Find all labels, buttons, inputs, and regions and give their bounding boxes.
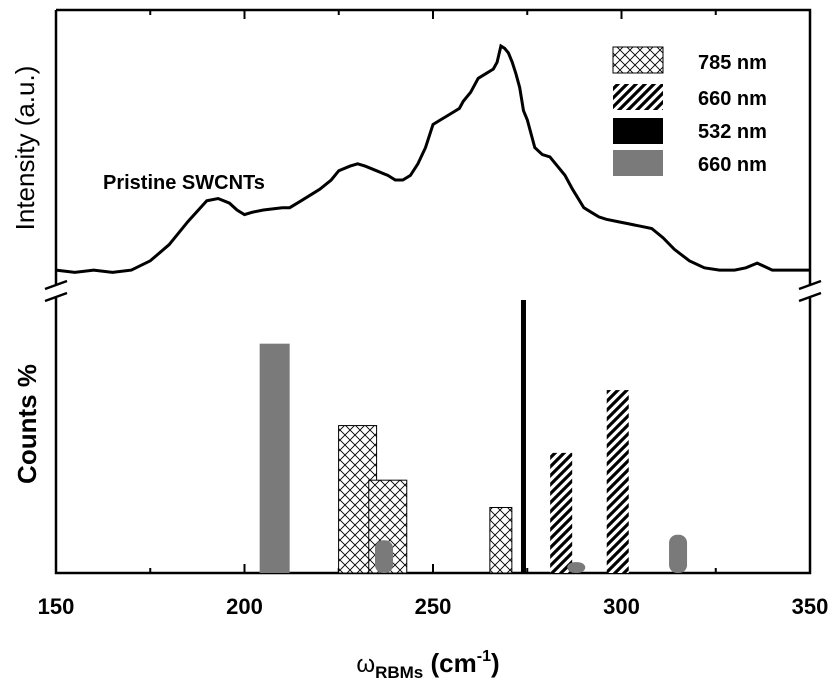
spectrum-line — [55, 43, 810, 274]
x-axis-label: ωRBMs (cm-1) — [356, 648, 499, 682]
legend-swatch-532 — [613, 118, 663, 144]
y-axis-label-counts: Counts % — [12, 364, 42, 484]
bar-solid-gray — [374, 540, 393, 573]
legend-label-532: 532 nm — [698, 121, 767, 143]
bar-diagonal — [606, 390, 629, 573]
y-axis-label-intensity: Intensity (a.u.) — [10, 66, 40, 231]
bar-crosshatch — [489, 506, 513, 574]
x-axis-ticks — [55, 10, 811, 573]
legend-label-660-hatched: 660 nm — [698, 88, 767, 110]
bar-solid-black — [520, 300, 526, 573]
axes-frame — [54, 8, 812, 575]
bar-diagonal — [550, 452, 573, 573]
axis-break-right — [798, 279, 822, 303]
legend-swatch-785 — [612, 46, 664, 74]
x-tick-label: 300 — [603, 594, 640, 619]
legend: 785 nm 660 nm 532 nm 660 nm — [612, 46, 767, 176]
bar-solid-gray — [567, 562, 586, 573]
legend-label-660-gray: 660 nm — [698, 154, 767, 176]
bar-series — [259, 300, 688, 574]
x-tick-label: 350 — [792, 594, 829, 619]
legend-swatch-660-hatched — [613, 84, 663, 110]
x-tick-label: 150 — [38, 594, 75, 619]
annotation-pristine: Pristine SWCNTs — [103, 172, 265, 194]
x-tick-label: 250 — [415, 594, 452, 619]
axis-break-left — [44, 279, 68, 303]
x-axis-tick-labels: 150 200 250 300 350 — [38, 594, 829, 619]
x-tick-label: 200 — [226, 594, 263, 619]
legend-label-785: 785 nm — [698, 52, 767, 74]
legend-swatch-660-gray — [613, 150, 663, 176]
bar-solid-gray — [259, 343, 290, 573]
bar-solid-gray — [669, 534, 688, 573]
